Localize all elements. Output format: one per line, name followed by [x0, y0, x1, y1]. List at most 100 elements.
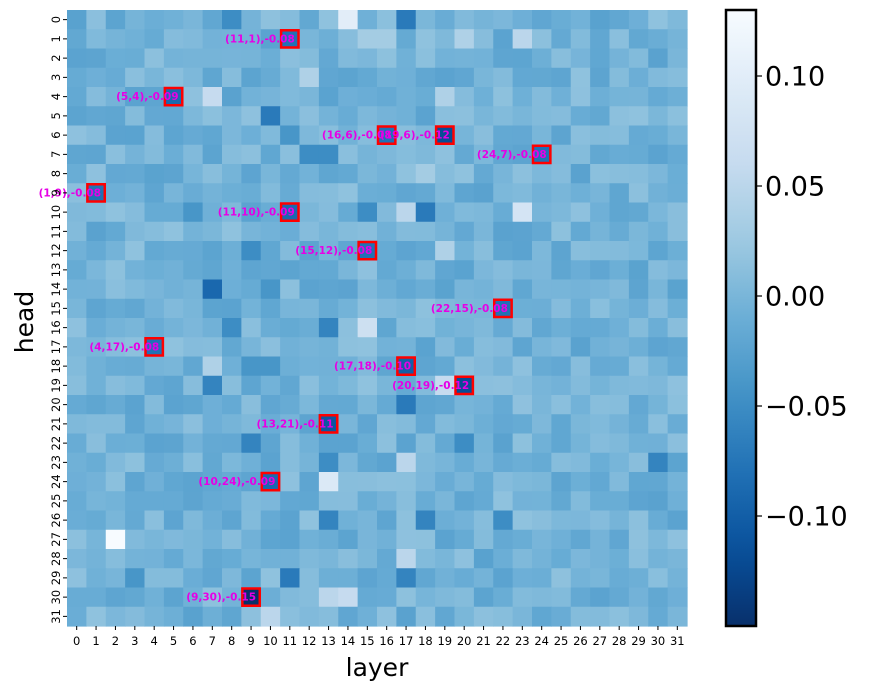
heatmap-cell — [512, 414, 533, 435]
heatmap-cell — [202, 452, 223, 473]
heatmap-cell — [67, 337, 87, 358]
heatmap-cell — [105, 472, 126, 492]
heatmap-cell — [163, 183, 184, 204]
heatmap-cell — [280, 337, 301, 358]
heatmap-cell — [260, 87, 281, 107]
heatmap-cell — [357, 106, 378, 127]
heatmap-cell — [105, 337, 126, 358]
heatmap-cell — [280, 298, 301, 319]
heatmap-cell — [609, 260, 630, 281]
y-tick-label: 21 — [49, 417, 63, 432]
heatmap-cell — [260, 67, 281, 88]
heatmap-cell — [338, 221, 359, 242]
heatmap-cell — [67, 452, 87, 473]
heatmap-cell — [473, 67, 494, 88]
heatmap-cell — [493, 606, 514, 627]
heatmap-cell — [163, 48, 184, 69]
heatmap-cell — [454, 356, 475, 377]
heatmap-cell — [86, 337, 107, 358]
heatmap-cell — [299, 318, 320, 338]
heatmap-cell — [435, 395, 456, 415]
heatmap-cell — [357, 298, 378, 319]
heatmap-cell — [163, 606, 184, 627]
heatmap-cell — [435, 414, 456, 435]
colorbar-tick-label: 0.10 — [765, 62, 825, 93]
heatmap-cell — [183, 375, 204, 396]
y-tick-label: 6 — [49, 131, 63, 138]
heatmap-cell — [396, 568, 417, 589]
heatmap-cell — [280, 48, 301, 69]
heatmap-cell — [570, 587, 591, 608]
heatmap-cell — [183, 433, 204, 454]
heatmap-cell — [86, 183, 107, 204]
heatmap-cell — [163, 10, 184, 30]
heatmap-cell — [280, 10, 301, 30]
heatmap-cell — [377, 510, 397, 531]
heatmap-cell — [396, 164, 417, 184]
heatmap-cell — [260, 48, 281, 69]
heatmap-cell — [590, 298, 611, 319]
heatmap-cell — [67, 549, 87, 569]
heatmap-cell — [454, 298, 475, 319]
heatmap-cell — [435, 375, 456, 396]
heatmap-cell — [454, 529, 475, 550]
heatmap-cell — [648, 452, 669, 473]
heatmap-cell — [222, 29, 242, 50]
heatmap-cell — [125, 395, 146, 415]
heatmap-cell — [667, 202, 688, 223]
heatmap-cell — [493, 395, 514, 415]
heatmap-cell — [280, 375, 301, 396]
heatmap-cell — [570, 10, 591, 30]
heatmap-cell — [260, 10, 281, 30]
heatmap-cell — [512, 202, 533, 223]
y-tick-label: 23 — [49, 455, 63, 470]
heatmap-cell — [512, 241, 533, 261]
heatmap-cell — [396, 529, 417, 550]
heatmap-cell — [318, 472, 339, 492]
heatmap-cell — [435, 491, 456, 512]
heatmap-cell — [67, 125, 87, 146]
y-tick-label: 8 — [49, 170, 63, 177]
heatmap-cell — [648, 549, 669, 569]
heatmap-cell — [338, 510, 359, 531]
heatmap-cell — [67, 510, 87, 531]
heatmap-cell — [493, 337, 514, 358]
heatmap-cell — [260, 568, 281, 589]
heatmap-cell — [222, 510, 242, 531]
heatmap-cell — [86, 164, 107, 184]
heatmap-cell — [473, 144, 494, 165]
heatmap-cell — [667, 164, 688, 184]
heatmap-cell — [222, 67, 242, 88]
heatmap-cell — [202, 10, 223, 30]
heatmap-cell — [512, 510, 533, 531]
heatmap-cell — [86, 587, 107, 608]
heatmap-cell — [590, 221, 611, 242]
heatmap-cell — [105, 125, 126, 146]
heatmap-cell — [67, 48, 87, 69]
heatmap-cell — [609, 106, 630, 127]
heatmap-cell — [222, 375, 242, 396]
heatmap-cell — [396, 472, 417, 492]
annotation-labels: (11,1),-0.08 (5,4),-0.09 (16,6),-0.08(19,6… — [39, 33, 547, 603]
heatmap-cell — [357, 241, 378, 261]
heatmap-cell — [667, 452, 688, 473]
heatmap-cell — [144, 164, 165, 184]
heatmap-cell — [454, 491, 475, 512]
heatmap-cell — [318, 241, 339, 261]
heatmap-cell — [67, 260, 87, 281]
heatmap-cell — [473, 414, 494, 435]
heatmap-cell — [183, 202, 204, 223]
highlight-box — [163, 86, 184, 107]
heatmap-cell — [473, 241, 494, 261]
heatmap-cell — [260, 241, 281, 261]
heatmap-cell — [590, 375, 611, 396]
heatmap-cell — [105, 241, 126, 261]
heatmap-cell — [260, 106, 281, 127]
heatmap-cell — [532, 241, 552, 261]
heatmap-cell — [299, 433, 320, 454]
heatmap-cell — [105, 67, 126, 88]
heatmap-cell — [241, 433, 262, 454]
heatmap-cell — [415, 433, 436, 454]
heatmap-cell — [551, 279, 572, 300]
heatmap-cell — [532, 433, 552, 454]
